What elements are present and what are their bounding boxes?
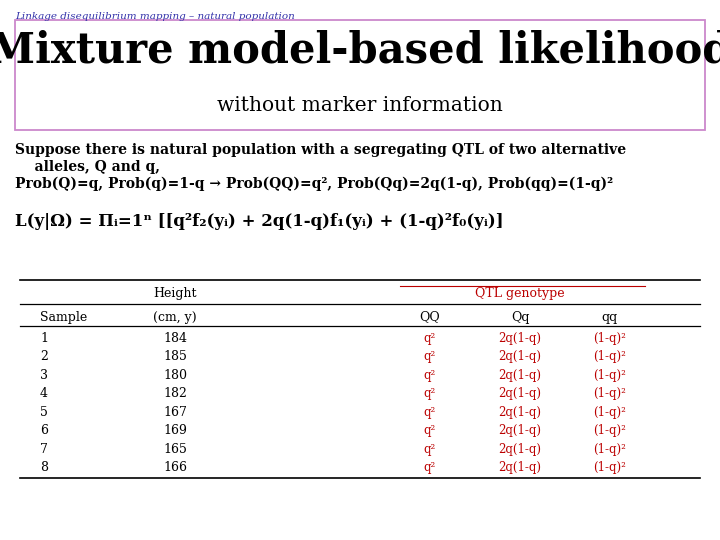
Text: 167: 167 (163, 406, 187, 419)
Text: 2q(1-q): 2q(1-q) (498, 406, 541, 419)
Text: 2q(1-q): 2q(1-q) (498, 387, 541, 400)
Text: Qq: Qq (510, 310, 529, 323)
Text: L(y|Ω) = Πᵢ=1ⁿ [[q²f₂(yᵢ) + 2q(1-q)f₁(yᵢ) + (1-q)²f₀(yᵢ)]: L(y|Ω) = Πᵢ=1ⁿ [[q²f₂(yᵢ) + 2q(1-q)f₁(yᵢ… (15, 213, 503, 230)
FancyBboxPatch shape (15, 20, 705, 130)
Text: QTL genotype: QTL genotype (475, 287, 564, 300)
Text: 2q(1-q): 2q(1-q) (498, 424, 541, 437)
Text: (1-q)²: (1-q)² (593, 368, 626, 382)
Text: Mixture model-based likelihood: Mixture model-based likelihood (0, 30, 720, 72)
Text: q²: q² (424, 368, 436, 382)
Text: 185: 185 (163, 350, 187, 363)
Text: 166: 166 (163, 461, 187, 474)
Text: without marker information: without marker information (217, 96, 503, 116)
Text: 3: 3 (40, 368, 48, 382)
Text: Linkage disequilibrium mapping – natural population: Linkage disequilibrium mapping – natural… (15, 12, 294, 21)
Text: 4: 4 (40, 387, 48, 400)
Text: 2q(1-q): 2q(1-q) (498, 350, 541, 363)
Text: q²: q² (424, 461, 436, 474)
Text: Height: Height (153, 287, 197, 300)
Text: q²: q² (424, 350, 436, 363)
Text: 2q(1-q): 2q(1-q) (498, 368, 541, 382)
Text: 5: 5 (40, 406, 48, 419)
Text: 8: 8 (40, 461, 48, 474)
Text: 6: 6 (40, 424, 48, 437)
Text: q²: q² (424, 332, 436, 345)
Text: 1: 1 (40, 332, 48, 345)
Text: 2q(1-q): 2q(1-q) (498, 332, 541, 345)
Text: q²: q² (424, 424, 436, 437)
Text: 2q(1-q): 2q(1-q) (498, 461, 541, 474)
Text: (1-q)²: (1-q)² (593, 461, 626, 474)
Text: 169: 169 (163, 424, 187, 437)
Text: (cm, y): (cm, y) (153, 310, 197, 323)
Text: alleles, Q and q,: alleles, Q and q, (15, 160, 160, 174)
Text: (1-q)²: (1-q)² (593, 442, 626, 456)
Text: (1-q)²: (1-q)² (593, 406, 626, 419)
Text: (1-q)²: (1-q)² (593, 387, 626, 400)
Text: (1-q)²: (1-q)² (593, 332, 626, 345)
Text: qq: qq (602, 310, 618, 323)
Text: q²: q² (424, 406, 436, 419)
Text: 182: 182 (163, 387, 187, 400)
Text: 180: 180 (163, 368, 187, 382)
Text: (1-q)²: (1-q)² (593, 424, 626, 437)
Text: (1-q)²: (1-q)² (593, 350, 626, 363)
Text: 2: 2 (40, 350, 48, 363)
Text: q²: q² (424, 387, 436, 400)
Text: QQ: QQ (420, 310, 441, 323)
Text: Sample: Sample (40, 310, 87, 323)
Text: 184: 184 (163, 332, 187, 345)
Text: q²: q² (424, 442, 436, 456)
Text: 2q(1-q): 2q(1-q) (498, 442, 541, 456)
Text: Prob(Q)=q, Prob(q)=1-q → Prob(QQ)=q², Prob(Qq)=2q(1-q), Prob(qq)=(1-q)²: Prob(Q)=q, Prob(q)=1-q → Prob(QQ)=q², Pr… (15, 177, 613, 191)
Text: 165: 165 (163, 442, 187, 456)
Text: 7: 7 (40, 442, 48, 456)
Text: Suppose there is natural population with a segregating QTL of two alternative: Suppose there is natural population with… (15, 143, 626, 157)
